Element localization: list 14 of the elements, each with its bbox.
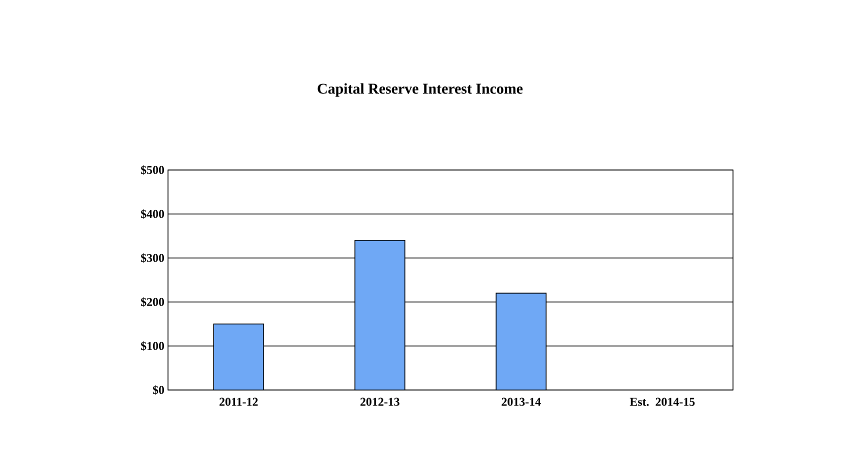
y-tick-label: $100	[140, 341, 164, 351]
y-tick-label: $500	[140, 165, 164, 175]
y-tick-label: $0	[152, 385, 164, 395]
y-tick-label: $400	[140, 209, 164, 219]
bar	[354, 240, 406, 390]
x-tick-label: 2011-12	[220, 398, 258, 406]
y-tick-label: $200	[140, 297, 164, 307]
chart-title: Capital Reserve Interest Income	[318, 83, 523, 97]
bar	[496, 292, 547, 390]
x-tick-label: 2013-14	[502, 398, 541, 406]
y-tick-label: $300	[140, 253, 164, 263]
bar	[213, 324, 264, 390]
x-tick-label: 2012-13	[360, 398, 400, 406]
x-tick-label: Est. 2014-15	[630, 398, 695, 406]
